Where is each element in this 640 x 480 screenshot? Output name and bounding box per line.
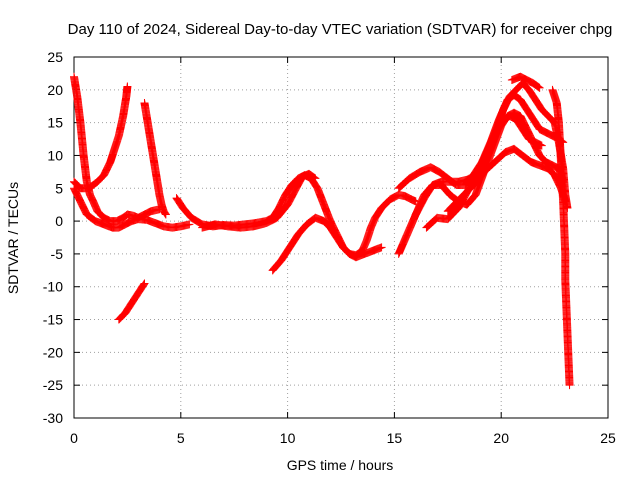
chart-title: Day 110 of 2024, Sidereal Day-to-day VTE… [68,21,613,38]
y-tick-label: 25 [47,49,63,65]
x-tick-label: 25 [600,430,616,446]
x-axis-tick-labels: 0 5 10 15 20 25 [70,430,616,446]
y-tick-label: 10 [47,147,63,163]
x-tick-label: 5 [177,430,185,446]
y-tick-label: 15 [47,115,63,131]
y-axis-tick-labels: -30 -25 -20 -15 -10 -5 0 5 10 15 20 25 [43,49,63,426]
plus-marker [139,281,148,290]
plus-marker [565,381,574,390]
plot-area-frame [73,56,609,419]
plus-marker [309,173,318,182]
y-axis-label: SDTVAR / TECUs [5,182,21,294]
plus-marker [140,279,149,288]
plus-marker [160,208,169,217]
y-tick-label: -25 [43,377,63,393]
series-track-4 [114,279,149,324]
plus-marker [534,83,543,92]
data-series [70,72,574,390]
x-tick-label: 15 [387,430,403,446]
y-tick-label: 5 [55,180,63,196]
y-tick-label: -10 [43,279,63,295]
series-track-15 [548,85,574,390]
y-tick-label: -15 [43,312,63,328]
series-track-13 [443,144,570,216]
series-track-7 [198,169,320,232]
series-track-3 [70,184,194,232]
x-axis-label: GPS time / hours [287,457,394,473]
series-track-8 [268,213,386,275]
plus-marker [310,173,319,182]
series-track-5 [140,98,170,219]
y-tick-label: 0 [55,213,63,229]
series-track-14 [507,72,544,92]
plus-marker [185,220,194,229]
x-tick-label: 0 [70,430,78,446]
plus-marker [311,174,320,183]
y-tick-label: 20 [47,82,63,98]
series-track-12 [422,112,546,232]
plus-marker [161,210,170,219]
plus-marker [534,82,543,91]
plus-marker [535,83,544,92]
plus-marker [377,243,386,252]
y-tick-label: -30 [43,410,63,426]
plus-marker [139,280,148,289]
series-track-2 [70,82,132,193]
y-tick-label: -20 [43,344,63,360]
plus-marker [537,141,546,150]
x-tick-label: 20 [493,430,509,446]
plus-marker [161,209,170,218]
x-tick-label: 10 [280,430,296,446]
plus-marker [123,82,132,91]
y-tick-label: -5 [51,246,64,262]
